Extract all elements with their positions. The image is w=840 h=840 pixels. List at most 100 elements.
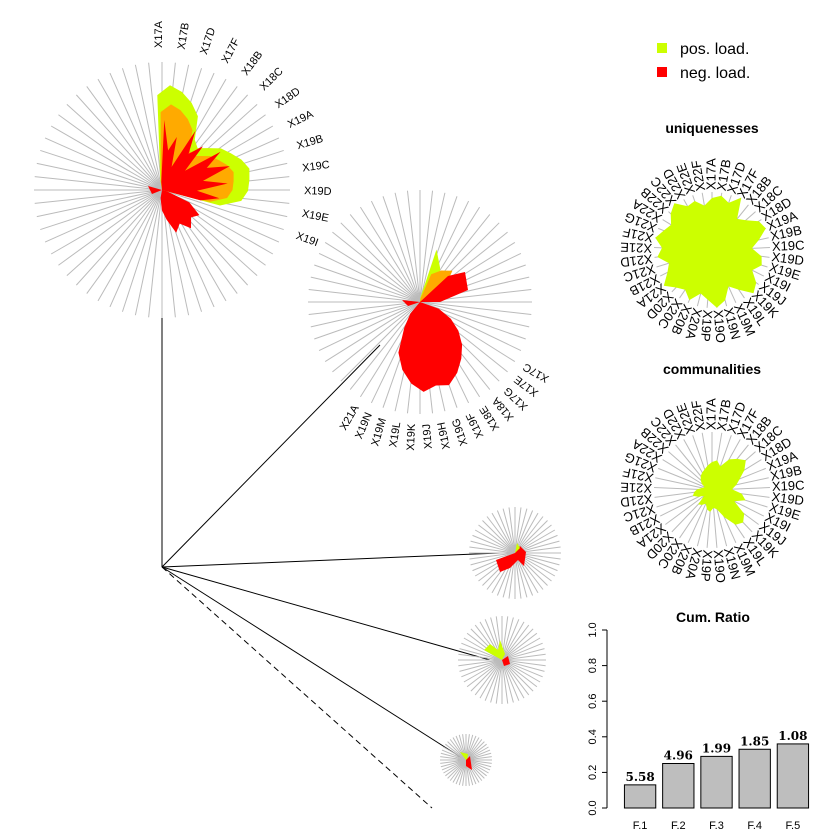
star5-spoke	[445, 759, 467, 777]
star1-variable-label: X19A	[286, 108, 316, 131]
uniq-variable-label: X19P	[698, 309, 716, 342]
star5-spoke	[458, 759, 467, 786]
star1-spoke	[44, 137, 163, 191]
star1-variable-label: X17A	[153, 20, 165, 48]
star5-spoke	[441, 759, 467, 771]
x-tick-label: F.5	[786, 820, 801, 832]
star4-spoke	[501, 642, 543, 661]
star1-spoke	[97, 189, 163, 302]
star4-spoke	[501, 624, 530, 661]
star1-spoke	[40, 149, 163, 191]
star1-spoke	[36, 162, 163, 191]
star3-spoke	[491, 512, 516, 554]
star4-spoke	[501, 632, 538, 661]
star2-negative-area-left	[402, 300, 420, 306]
star1-spoke	[36, 189, 163, 218]
star2-negative-area-upper	[420, 272, 468, 302]
y-tick-label: 0.8	[587, 658, 599, 673]
star1-spoke	[66, 103, 163, 191]
star2-spoke	[332, 301, 421, 373]
comm-variable-label: X21D	[619, 491, 653, 510]
uniq-variable-label: X19O	[711, 309, 729, 343]
x-tick-label: F.3	[709, 820, 724, 832]
star1-spoke	[58, 114, 163, 191]
star2-spoke	[349, 214, 421, 303]
star2-spoke	[324, 301, 421, 363]
star2-spoke	[310, 301, 421, 328]
star4-spoke	[484, 659, 503, 701]
star2-negative-area	[398, 302, 463, 392]
comm-variable-label: X17B	[714, 398, 734, 432]
star2-variable-label: X19H	[436, 421, 453, 450]
star2-spoke	[419, 190, 434, 303]
star4-spoke	[466, 659, 503, 688]
tree-branch-f5-dashed	[161, 566, 433, 809]
star1-spoke	[109, 72, 163, 191]
star-glyph-factor-2: X17CX17EX17GX18AX18EX19FX19GX19HX19JX19K…	[308, 190, 551, 451]
star1-negative-area	[161, 120, 230, 201]
bar-value-label: 4.96	[664, 749, 693, 763]
star1-spoke	[121, 68, 163, 191]
star5-spoke	[452, 759, 467, 783]
star5-spoke	[465, 739, 483, 761]
star2-spoke	[340, 301, 421, 382]
star2-spoke	[419, 301, 526, 340]
star5-spoke	[455, 759, 467, 785]
star1-spoke	[134, 189, 163, 316]
comm-spoke	[657, 467, 713, 491]
star2-spoke	[308, 288, 421, 303]
star4-spoke	[461, 642, 503, 661]
x-tick-label: F.2	[671, 820, 686, 832]
star1-negative-area-lower	[160, 190, 200, 233]
star3-spoke	[474, 529, 516, 554]
star4-spoke	[463, 659, 503, 683]
bar-value-label: 5.58	[625, 770, 654, 784]
uniq-variable-label: X19B	[769, 222, 803, 243]
star2-spoke	[419, 301, 532, 316]
star4-spoke	[501, 659, 534, 692]
star4-spoke	[501, 637, 541, 661]
star2-spoke	[349, 301, 421, 390]
star4-spoke	[501, 659, 520, 701]
star1-variable-label: X17B	[176, 22, 192, 50]
star3-spoke	[482, 520, 516, 554]
star1-variable-label: X17D	[198, 26, 218, 56]
star4-spoke	[501, 621, 525, 661]
star1-negative-area-left	[148, 186, 162, 194]
bar-value-label: 1.99	[702, 741, 731, 755]
star4-spoke	[459, 659, 503, 672]
cum-ratio-title: Cum. Ratio	[676, 609, 750, 625]
uniq-variable-label: X17A	[703, 158, 718, 190]
star4-spoke	[501, 648, 545, 661]
comm-variable-label: X19D	[771, 489, 805, 508]
y-tick-label: 1.0	[587, 622, 599, 637]
star2-spoke	[332, 231, 421, 303]
comm-variable-label: X19B	[769, 462, 803, 483]
uniq-variable-label: X21F	[621, 225, 655, 246]
star3-spoke	[486, 516, 516, 554]
star1-spoke	[121, 189, 163, 312]
star1-variable-label: X19E	[301, 208, 330, 225]
tree-branch-f4	[161, 566, 491, 661]
star5-spoke	[440, 756, 467, 761]
star4-spoke	[458, 659, 503, 667]
star5-spoke	[465, 737, 480, 761]
star-glyph-factor-5	[440, 734, 492, 786]
tree-branch-f2	[161, 344, 381, 568]
star2-variable-label: X19L	[387, 421, 403, 448]
bar	[700, 755, 733, 809]
star2-spoke	[340, 222, 421, 303]
bar-value-label: 1.08	[778, 729, 807, 743]
star3-spoke	[508, 507, 516, 554]
star5-spoke	[441, 749, 467, 761]
comm-variable-label: X21F	[621, 465, 655, 486]
star2-spoke	[406, 190, 421, 303]
comm-variable-label: X19P	[698, 549, 716, 582]
star2-mixed-area	[420, 270, 453, 302]
star3-spoke	[478, 524, 516, 554]
comm-area	[692, 458, 746, 525]
star3-spoke	[502, 508, 516, 554]
comm-variable-label: X22F	[688, 399, 708, 432]
star1-spoke	[44, 189, 163, 243]
star5-spoke	[445, 743, 467, 761]
